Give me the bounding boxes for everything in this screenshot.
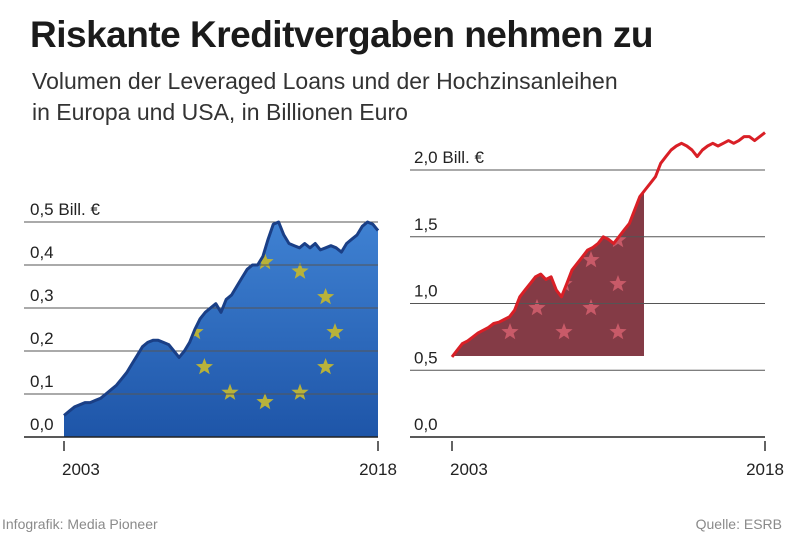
usa-star-icon bbox=[528, 251, 546, 268]
y-tick-label: 0,0 bbox=[30, 415, 54, 434]
y-tick-label: 0,3 bbox=[30, 286, 54, 305]
europe-star-icon bbox=[221, 383, 239, 400]
usa-star-icon bbox=[609, 323, 627, 340]
usa-star-icon bbox=[501, 323, 519, 340]
footer-source: Quelle: ESRB bbox=[695, 516, 782, 532]
europe-star-icon bbox=[291, 262, 309, 279]
y-tick-label: 0,2 bbox=[30, 329, 54, 348]
y-tick-label: 2,0 Bill. € bbox=[414, 148, 484, 167]
y-tick-label: 1,0 bbox=[414, 282, 438, 301]
y-tick-label: 0,5 Bill. € bbox=[30, 200, 100, 219]
usa-chart: 0,0 0,5 1,0 1,5 2,0 Bill. € 2003 2018 bbox=[410, 131, 784, 479]
usa-series-line bbox=[450, 131, 766, 358]
y-tick-label: 0,5 bbox=[414, 348, 438, 367]
europe-star-icon bbox=[256, 253, 274, 270]
europe-star-icon bbox=[256, 393, 274, 410]
europe-star-icon bbox=[195, 358, 213, 375]
europe-star-icon bbox=[326, 323, 344, 340]
usa-area-fill bbox=[452, 150, 644, 356]
y-tick-label: 0,0 bbox=[414, 415, 438, 434]
europe-series-line bbox=[63, 220, 380, 417]
chart-title: Riskante Kreditvergaben nehmen zu bbox=[30, 14, 653, 55]
usa-star-icon bbox=[528, 299, 546, 316]
footer-credit: Infografik: Media Pioneer bbox=[2, 516, 158, 532]
subtitle-line-2: in Europa und USA, in Billionen Euro bbox=[32, 99, 408, 125]
europe-star-icon bbox=[291, 383, 309, 400]
y-tick-label: 1,5 bbox=[414, 215, 438, 234]
chart-subtitle: Volumen der Leveraged Loans und der Hoch… bbox=[32, 66, 672, 128]
usa-star-icon bbox=[555, 323, 573, 340]
x-tick-label: 2018 bbox=[746, 460, 784, 479]
subtitle-line-1: Volumen der Leveraged Loans und der Hoch… bbox=[32, 68, 618, 94]
y-tick-label: 0,4 bbox=[30, 243, 54, 262]
x-tick-label: 2003 bbox=[62, 460, 100, 479]
europe-chart: 0,0 0,1 0,2 0,3 0,4 0,5 Bill. € 2003 2018 bbox=[24, 200, 397, 479]
y-tick-label: 0,1 bbox=[30, 372, 54, 391]
usa-star-icon bbox=[501, 275, 519, 292]
usa-star-icon bbox=[582, 299, 600, 316]
usa-star-icon bbox=[582, 251, 600, 268]
usa-star-icon bbox=[609, 275, 627, 292]
europe-star-icon bbox=[317, 288, 335, 305]
x-tick-label: 2003 bbox=[450, 460, 488, 479]
europe-star-icon bbox=[317, 358, 335, 375]
europe-star-icon bbox=[195, 288, 213, 305]
x-tick-label: 2018 bbox=[359, 460, 397, 479]
